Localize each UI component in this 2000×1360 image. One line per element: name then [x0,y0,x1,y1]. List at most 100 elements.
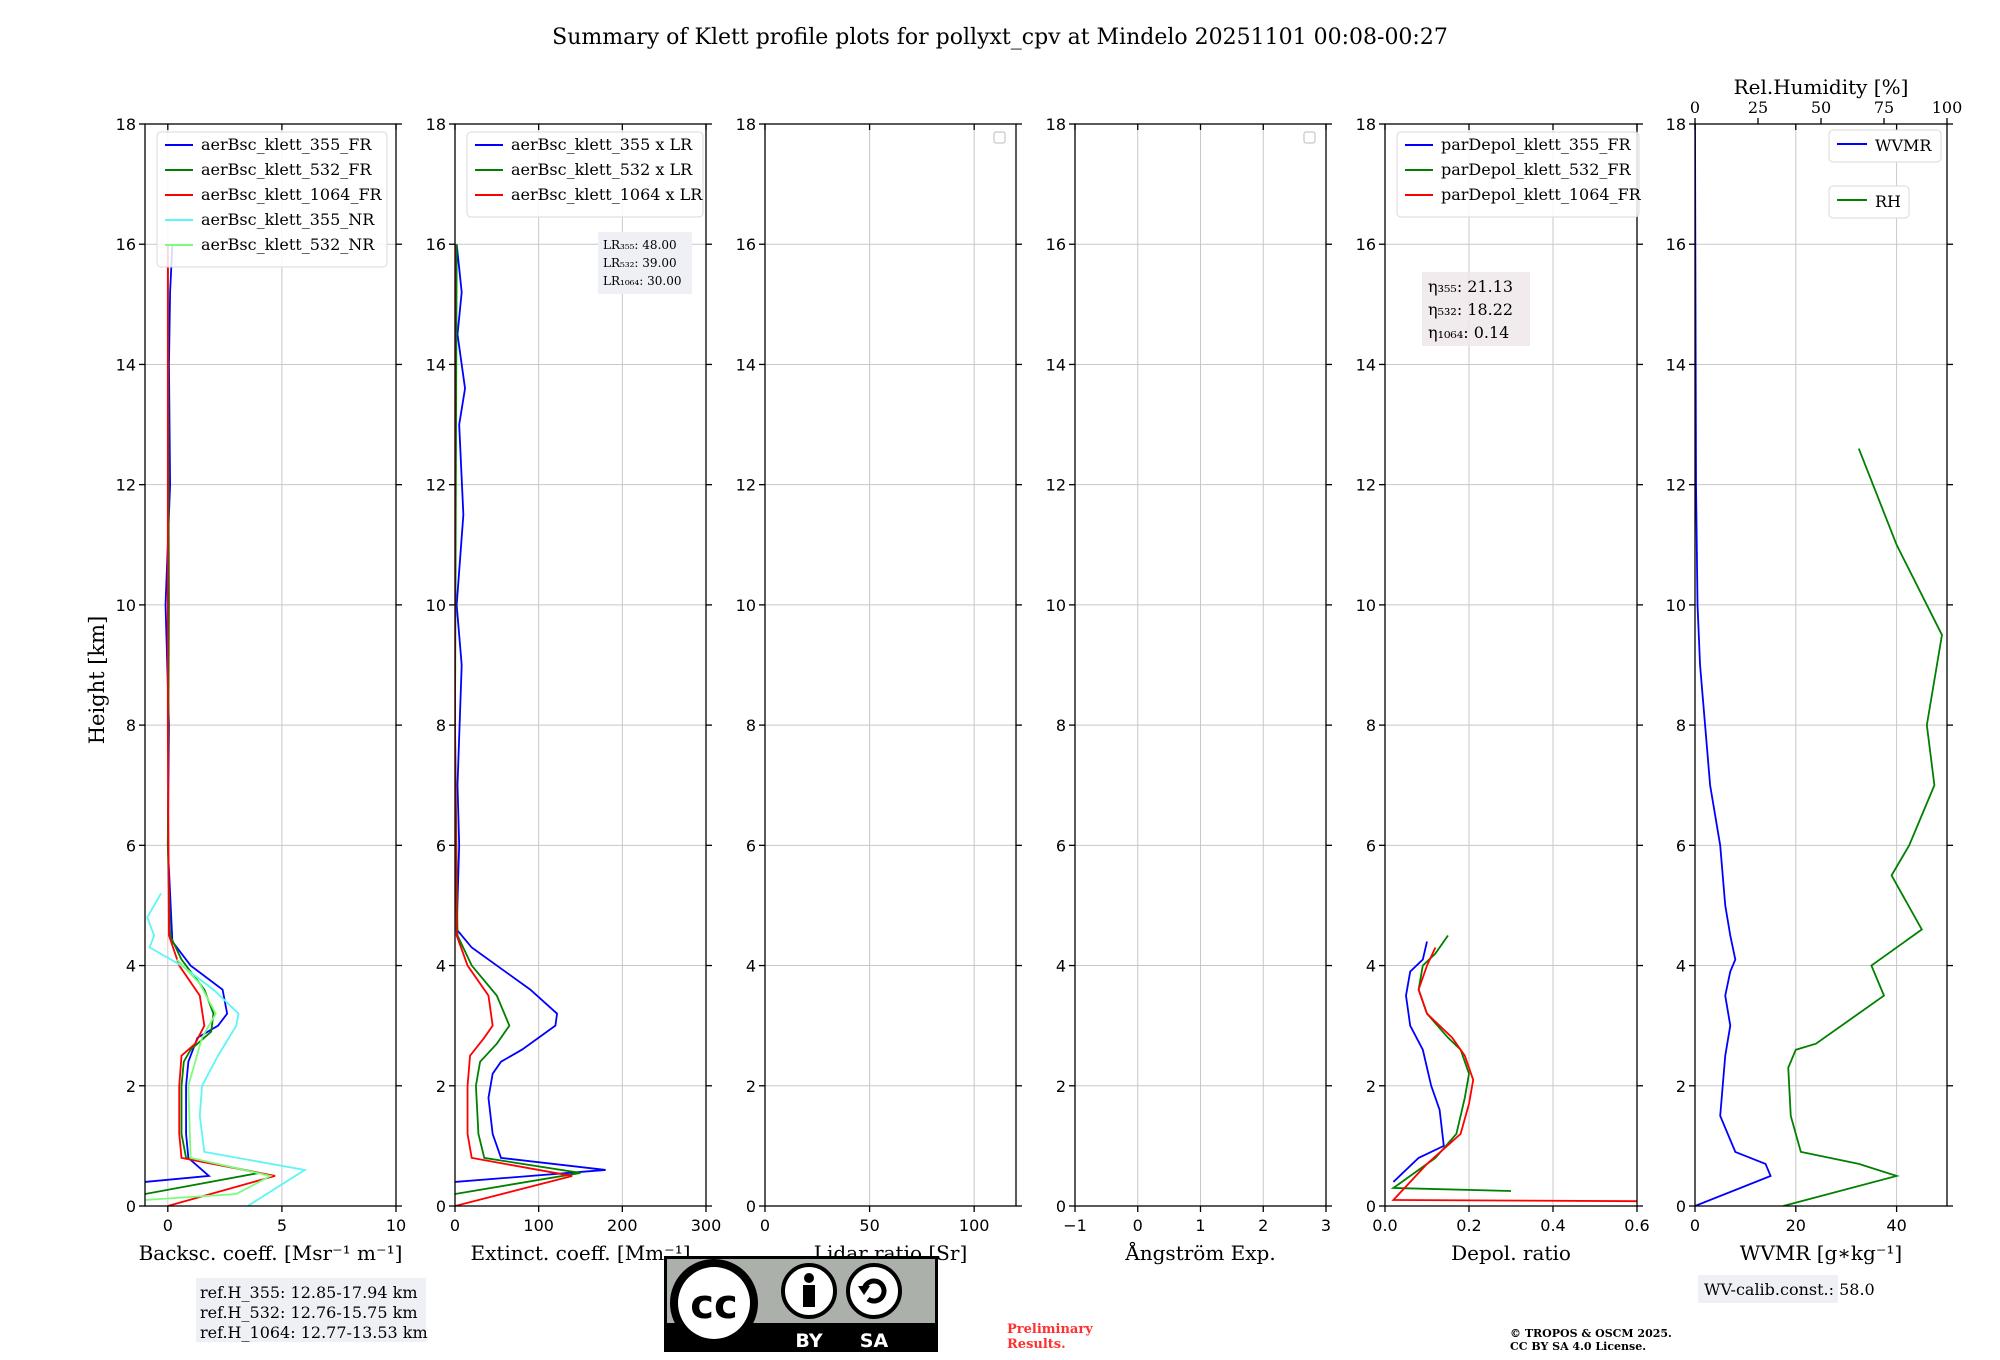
y-tick-label: 4 [1676,957,1686,976]
copyright-line1: © TROPOS & OSCM 2025. [1510,1327,1672,1340]
y-tick-label: 12 [426,476,446,495]
y-tick-label: 12 [116,476,136,495]
legend-backscatter: aerBsc_klett_355_FR aerBsc_klett_532_FRae… [156,131,388,268]
series-line-WVMR [1695,124,1772,1206]
y-tick-label: 10 [426,596,446,615]
y-tick-label: 16 [1046,235,1066,254]
y-tick-label: 12 [1046,476,1066,495]
axes-frame [144,123,397,1207]
panel-backscatter: 0 2 4 6 8 10 12 14 16 18 0 5 10 Backsc. coeff. [Msr⁻¹… [116,115,407,1265]
y-tick-label: 2 [436,1077,446,1096]
y-tick-label: 10 [1666,596,1686,615]
y-tick-label: 4 [126,957,136,976]
y-tick-label: 12 [1356,476,1376,495]
figure-title: Summary of Klett profile plots for polly… [552,25,1448,50]
eta-annotation: η₃₅₅: 21.13 η₅₃₂: 18.22 η₁₀₆₄: 0.14 [1422,272,1530,346]
x-tick-label: 100 [523,1216,554,1235]
y-tick-label: 0 [1056,1197,1066,1216]
x-tick-label: 40 [1886,1216,1906,1235]
top-x-tick-label: 75 [1874,98,1894,117]
y-axis-label: Height [km] [85,616,109,745]
axes-frame [764,123,1017,1207]
y-tick-label: 12 [1666,476,1686,495]
legend-label: aerBsc_klett_1064 x LR [511,185,703,204]
legend-label: aerBsc_klett_355_NR [201,210,375,229]
x-axis-label: Depol. ratio [1451,1241,1571,1265]
x-tick-label: 1 [1195,1216,1205,1235]
wv-calib-note: WV-calib.const.: 58.0 [1698,1275,1875,1303]
y-tick-label: 4 [746,957,756,976]
wv-calib-text: WV-calib.const.: 58.0 [1704,1280,1875,1299]
preliminary-line1: Preliminary [1007,1322,1093,1337]
legend-frame [466,131,704,218]
ref-heights-box: ref.H_355: 12.85-17.94 km ref.H_532: 12.… [196,1278,428,1342]
y-tick-label: 2 [746,1077,756,1096]
x-tick-label: 0.0 [1372,1216,1397,1235]
y-tick-label: 0 [1676,1197,1686,1216]
x-tick-label: 0 [163,1216,173,1235]
empty-legend-box [1303,131,1316,144]
y-tick-label: 14 [116,355,136,374]
x-tick-label: 10 [386,1216,406,1235]
sa-share-icon [846,1263,902,1319]
lr-annotation: LR₃₅₅: 48.00 LR₅₃₂: 39.00 LR₁₀₆₄: 30.00 [598,232,692,294]
y-tick-label: 2 [1056,1077,1066,1096]
x-tick-label: 5 [277,1216,287,1235]
y-tick-label: 14 [1356,355,1376,374]
y-tick-label: 4 [436,957,446,976]
legend-wvmr: WVMR [1828,129,1942,163]
panel-depol: 0 2 4 6 8 10 12 14 16 18 0.0 0.2 0.4 0.6 Depol. ratio p… [1356,115,1650,1265]
y-tick-label: 6 [1366,836,1376,855]
preliminary-line2: Results. [1007,1337,1066,1352]
x-tick-label: 0 [450,1216,460,1235]
x-axis-label: Ångström Exp. [1124,1240,1275,1265]
series-line-aerBsc_klett_532_FR [145,244,260,1195]
y-tick-label: 2 [126,1077,136,1096]
legend-frame [156,131,388,268]
lr-1064: LR₁₀₆₄: 30.00 [603,274,681,288]
axes-frame [1694,123,1948,1207]
legend-extinction: aerBsc_klett_355 x LR aerBsc_klett_532 x … [466,131,704,218]
x-axis-label: WVMR [g∗kg⁻¹] [1740,1241,1902,1265]
top-x-tick-label: 25 [1748,98,1768,117]
x-tick-label: 0.4 [1540,1216,1565,1235]
legend-label: WVMR [1875,136,1932,155]
x-tick-label: 2 [1258,1216,1268,1235]
y-tick-label: 6 [1056,836,1066,855]
series-line-aerBsc_klett_355_FR [145,244,229,1183]
x-tick-label: 50 [859,1216,879,1235]
x-tick-label: 20 [1786,1216,1806,1235]
legend-label: aerBsc_klett_1064_FR [201,185,383,204]
y-tick-label: 0 [746,1197,756,1216]
y-tick-label: 16 [426,235,446,254]
badge-by: BY [795,1330,822,1352]
top-x-tick-label: 50 [1811,98,1831,117]
y-tick-label: 16 [116,235,136,254]
y-tick-label: 6 [1676,836,1686,855]
y-tick-label: 0 [126,1197,136,1216]
series-line-parDepol_klett_532_FR [1390,934,1512,1192]
x-tick-label: 3 [1321,1216,1331,1235]
empty-legend-box [993,131,1006,144]
legend-label: parDepol_klett_355_FR [1441,135,1632,154]
legend-label: aerBsc_klett_532_FR [201,160,372,179]
y-tick-label: 18 [1046,115,1066,134]
y-tick-label: 14 [1666,355,1686,374]
y-tick-label: 16 [1356,235,1376,254]
y-tick-label: 18 [116,115,136,134]
x-tick-label: 0 [1133,1216,1143,1235]
eta-1064: η₁₀₆₄: 0.14 [1428,323,1509,342]
ref-h-532: ref.H_532: 12.76-15.75 km [200,1303,418,1322]
y-tick-label: 0 [436,1197,446,1216]
y-tick-label: 18 [736,115,756,134]
badge-sa: SA [860,1330,889,1352]
legend-depol: parDepol_klett_355_FR parDepol_klett_532_… [1396,131,1642,218]
legend-frame [1396,131,1640,218]
y-tick-label: 16 [736,235,756,254]
x-tick-label: 100 [959,1216,990,1235]
y-tick-label: 10 [736,596,756,615]
copyright-line2: CC BY SA 4.0 License. [1510,1340,1646,1353]
